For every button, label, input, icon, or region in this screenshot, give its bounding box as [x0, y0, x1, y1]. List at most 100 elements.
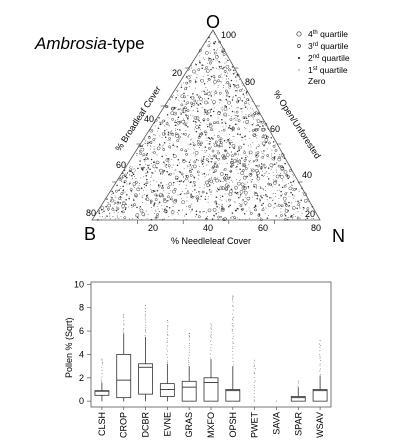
ternary-point: [221, 76, 223, 78]
ternary-point: [195, 63, 197, 66]
ternary-point: [222, 128, 226, 132]
ternary-point: [163, 209, 168, 214]
ternary-point: [133, 198, 135, 200]
outlier-point: [167, 321, 169, 323]
ternary-point: [220, 197, 221, 198]
ternary-point: [160, 182, 162, 184]
ternary-point: [235, 153, 237, 155]
ternary-point: [227, 193, 229, 195]
ternary-point: [260, 128, 262, 130]
ternary-point: [145, 154, 148, 156]
ternary-point: [170, 190, 172, 192]
ternary-point: [149, 184, 151, 186]
ternary-point: [196, 94, 198, 96]
ternary-point: [230, 79, 233, 82]
ternary-point: [208, 113, 210, 115]
zero-point: [123, 400, 125, 402]
ternary-point: [293, 197, 295, 199]
ternary-point: [143, 214, 145, 216]
ternary-point: [242, 116, 246, 120]
ternary-point: [253, 160, 255, 162]
ternary-point: [188, 74, 190, 76]
ternary-point: [229, 88, 231, 90]
ternary-point: [180, 193, 182, 195]
zero-point: [319, 400, 321, 402]
ternary-point: [291, 206, 296, 210]
ternary-point: [246, 156, 248, 158]
ternary-point: [122, 208, 124, 209]
ternary-point: [156, 213, 159, 216]
ternary-point: [232, 141, 233, 143]
ternary-point: [201, 106, 203, 108]
outlier-point: [123, 331, 124, 333]
corner-label-right: N: [332, 226, 345, 246]
ternary-point: [254, 133, 256, 135]
ternary-point: [237, 217, 239, 219]
bottom-tick-20: 20: [148, 223, 158, 233]
ternary-point: [199, 124, 201, 126]
ternary-point: [261, 155, 265, 159]
ternary-point: [112, 192, 115, 194]
ternary-point: [306, 217, 309, 219]
ternary-point: [212, 110, 215, 113]
ternary-point: [226, 200, 227, 202]
ternary-point: [245, 204, 247, 206]
outlier-point: [319, 353, 321, 355]
ternary-point: [182, 176, 184, 178]
outlier-point: [210, 328, 212, 330]
ternary-point: [213, 79, 217, 84]
ternary-point: [209, 179, 214, 184]
ternary-point: [295, 188, 298, 190]
ternary-point: [261, 167, 263, 169]
ternary-point: [225, 98, 227, 101]
ternary-point: [194, 120, 197, 123]
ternary-point: [150, 190, 154, 193]
ternary-point: [241, 111, 243, 113]
ternary-point: [185, 109, 187, 112]
ternary-point: [172, 181, 175, 184]
ternary-point: [215, 90, 217, 92]
ternary-point: [156, 189, 159, 192]
ternary-point: [299, 207, 301, 209]
ternary-point: [273, 157, 275, 159]
ternary-point: [123, 181, 126, 184]
ternary-point: [239, 133, 241, 136]
ternary-point: [222, 87, 224, 89]
ternary-point: [311, 217, 313, 219]
bottom-tick-40: 40: [203, 223, 213, 233]
ternary-point: [263, 188, 265, 190]
ternary-point: [215, 178, 219, 183]
ternary-point: [211, 166, 215, 170]
ternary-point: [181, 159, 186, 163]
ternary-point: [226, 55, 228, 57]
outlier-point: [123, 323, 125, 325]
ternary-point: [251, 129, 255, 132]
ternary-point: [220, 46, 222, 48]
ternary-point: [225, 125, 227, 127]
ternary-point: [135, 180, 137, 182]
ternary-point: [174, 218, 176, 220]
outlier-point: [166, 356, 168, 358]
ternary-point: [219, 163, 221, 165]
ternary-point: [99, 215, 101, 217]
ternary-point: [231, 110, 234, 113]
ternary-point: [210, 137, 213, 139]
ternary-point: [199, 198, 201, 200]
ternary-point: [244, 89, 246, 91]
ternary-point: [222, 145, 223, 147]
ternary-point: [144, 172, 146, 174]
ternary-point: [266, 148, 268, 150]
outlier-point: [253, 371, 255, 373]
ternary-point: [109, 215, 110, 217]
ternary-point: [251, 179, 253, 180]
ternary-point: [250, 159, 252, 161]
ternary-point: [103, 210, 105, 212]
ternary-point: [247, 102, 249, 104]
outlier-point: [122, 315, 124, 317]
ternary-point: [159, 168, 163, 173]
ternary-point: [153, 212, 155, 214]
outlier-point: [232, 319, 234, 321]
ternary-point: [197, 104, 199, 106]
ternary-point: [215, 212, 217, 215]
